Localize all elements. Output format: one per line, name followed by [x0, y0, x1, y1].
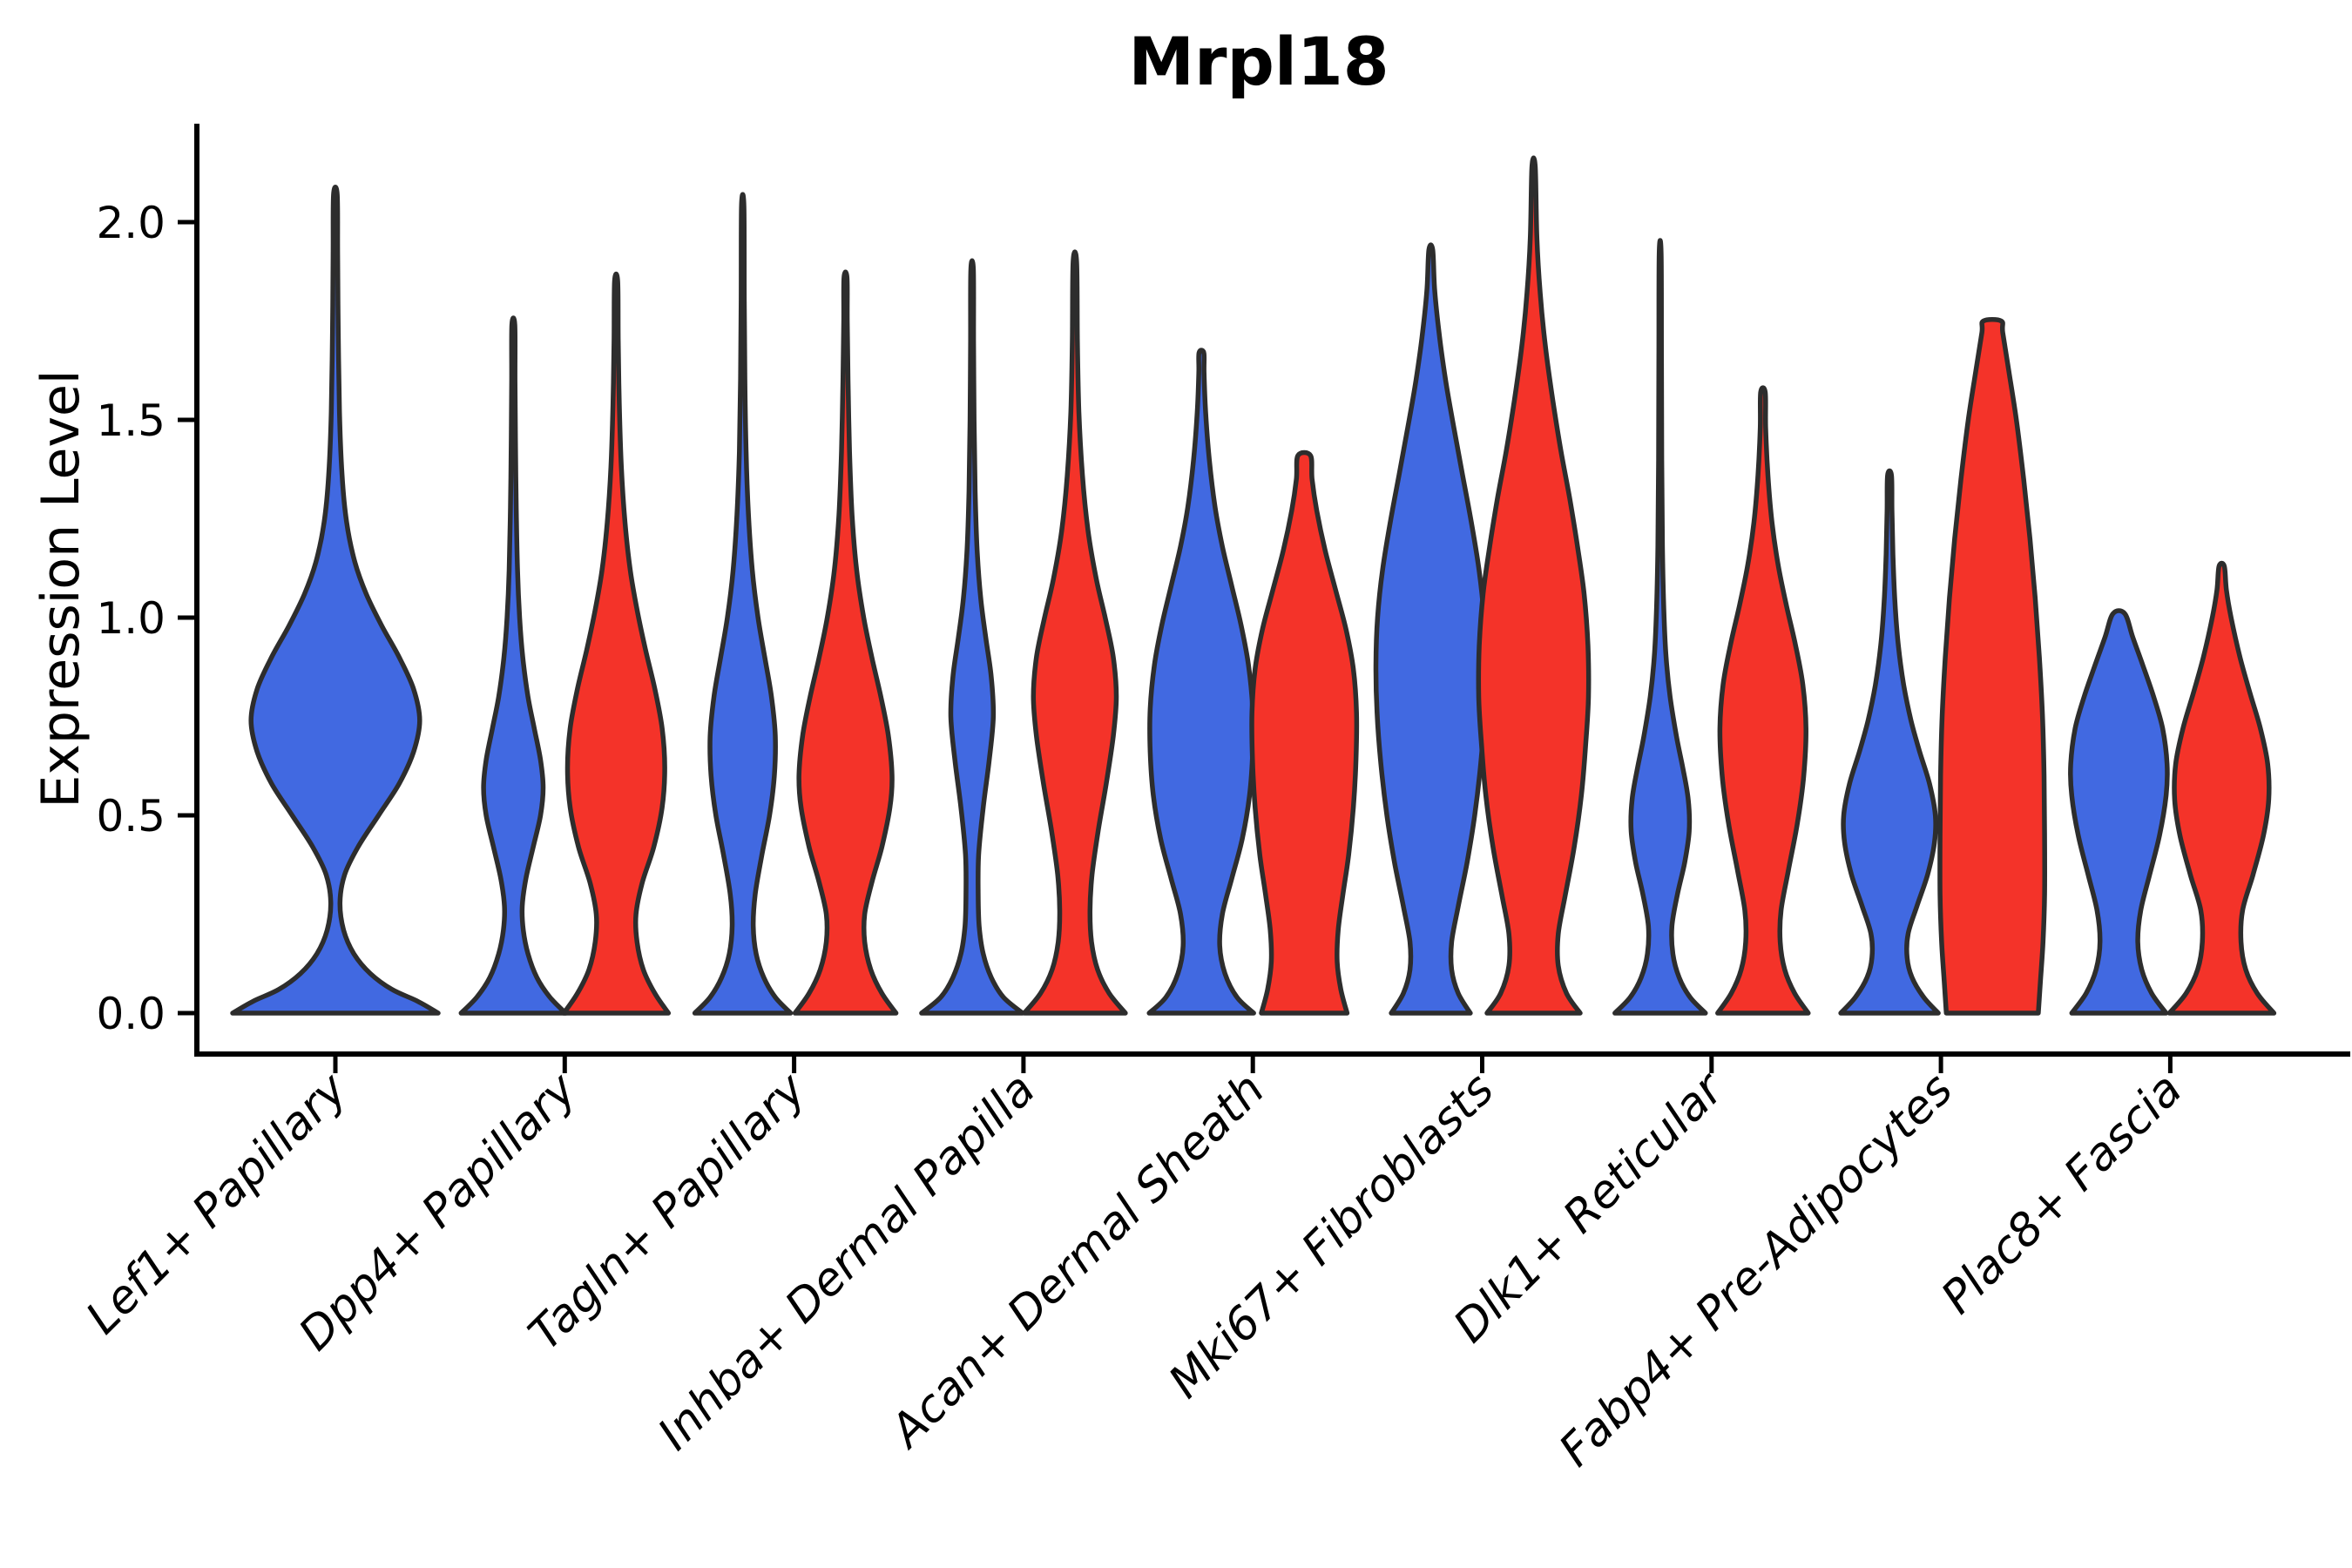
- violin-mki67-red: [1476, 155, 1592, 1016]
- y-tick-label-0.0: 0.0: [96, 989, 166, 1039]
- figure-title: Mrpl18: [1128, 23, 1389, 100]
- violin-plac8-red: [2166, 560, 2277, 1016]
- violin-dpp4-blue: [458, 315, 569, 1016]
- violin-inhba-red: [1022, 249, 1128, 1016]
- violin-dpp4-red: [561, 271, 672, 1016]
- y-tick-label-1.0: 1.0: [96, 593, 166, 644]
- violin-acan-blue: [1146, 348, 1256, 1016]
- violin-acan-red: [1249, 449, 1360, 1016]
- violin-mki67-blue: [1373, 242, 1489, 1016]
- violin-tagln-red: [792, 269, 899, 1016]
- violin-lef1-blue: [230, 184, 441, 1016]
- y-tick-label-1.5: 1.5: [96, 395, 166, 446]
- violin-dlk1-red: [1715, 385, 1811, 1016]
- violin-dlk1-blue: [1612, 238, 1708, 1016]
- y-tick-label-0.5: 0.5: [96, 791, 166, 841]
- violin-plac8-blue: [2068, 608, 2170, 1016]
- violin-inhba-blue: [919, 258, 1025, 1016]
- y-tick-label-2.0: 2.0: [96, 198, 166, 248]
- x-tick-label-acan: Acan+ Dermal Sheath: [879, 1064, 1274, 1459]
- violin-fabp4-blue: [1838, 468, 1941, 1016]
- x-tick-label-inhba: Inhba+ Dermal Papilla: [648, 1064, 1045, 1461]
- violin-tagln-blue: [692, 192, 794, 1016]
- violin-fabp4-red: [1937, 317, 2048, 1016]
- x-tick-label-plac8: Plac8+ Fascia: [1931, 1064, 2192, 1324]
- x-tick-label-fabp4: Fabp4+ Pre-Adipocytes: [1550, 1064, 1963, 1477]
